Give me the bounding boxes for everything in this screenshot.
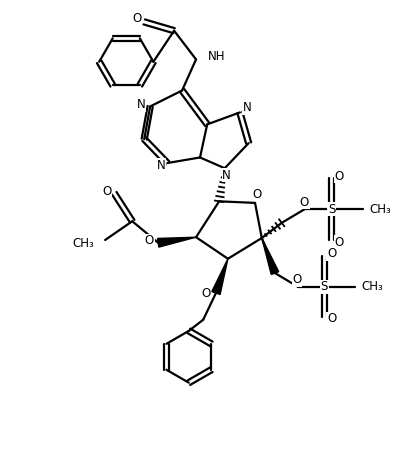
Text: O: O [253, 188, 262, 201]
Text: N: N [137, 98, 146, 111]
Text: CH₃: CH₃ [362, 280, 384, 293]
Text: O: O [132, 12, 142, 25]
Text: O: O [103, 185, 112, 198]
Text: N: N [157, 158, 166, 172]
Text: S: S [321, 280, 328, 293]
Text: O: O [300, 196, 309, 209]
Text: CH₃: CH₃ [370, 203, 391, 216]
Text: O: O [334, 236, 343, 249]
Text: S: S [328, 203, 335, 216]
Text: N: N [243, 101, 251, 114]
Text: NH: NH [208, 50, 225, 63]
Text: N: N [222, 169, 231, 182]
Polygon shape [212, 258, 228, 294]
Text: O: O [334, 170, 343, 183]
Text: CH₃: CH₃ [72, 237, 94, 250]
Text: O: O [327, 313, 336, 325]
Text: O: O [145, 234, 154, 247]
Text: O: O [292, 273, 302, 286]
Text: O: O [201, 287, 211, 300]
Polygon shape [157, 237, 196, 247]
Text: O: O [327, 247, 336, 260]
Polygon shape [262, 238, 279, 274]
